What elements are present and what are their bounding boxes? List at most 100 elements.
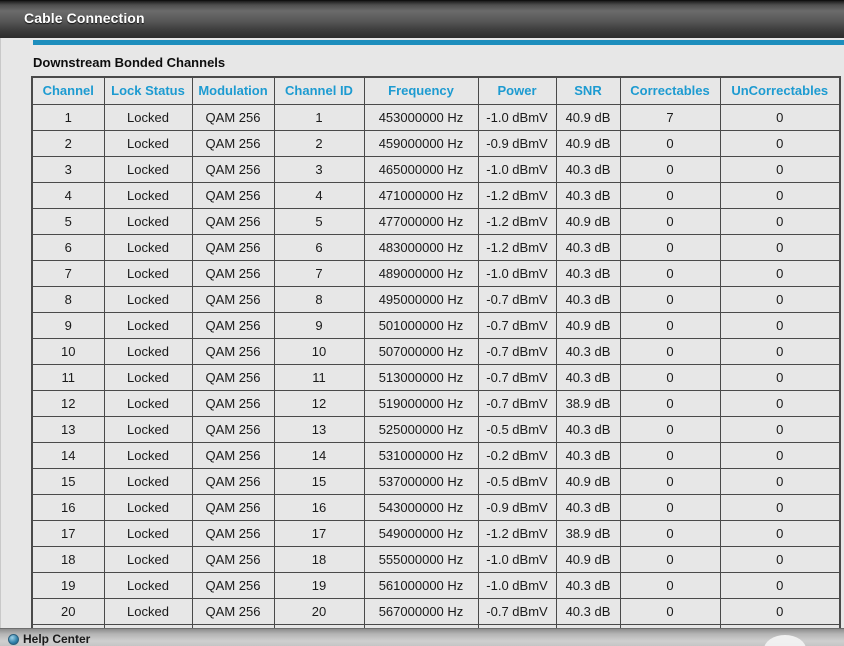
cell-uncorrectables: 0 <box>719 416 841 443</box>
cell-modulation: QAM 256 <box>191 182 275 209</box>
table-row: 11 Locked QAM 256 11 513000000 Hz -0.7 dBmV 40… <box>31 364 841 391</box>
cell-channel: 15 <box>31 468 105 495</box>
cell-frequency: 519000000 Hz <box>363 390 479 417</box>
cell-correctables: 0 <box>619 598 721 625</box>
table-header: Channel Lock Status Modulation Channel ID Fr… <box>31 76 841 105</box>
cell-lock-status: Locked <box>103 390 193 417</box>
table-row: 14 Locked QAM 256 14 531000000 Hz -0.2 dBmV 40… <box>31 442 841 469</box>
cell-correctables: 0 <box>619 260 721 287</box>
cell-channel-id: 9 <box>273 312 365 339</box>
cell-lock-status: Locked <box>103 442 193 469</box>
cell-power: -0.2 dBmV <box>477 442 557 469</box>
cell-modulation: QAM 256 <box>191 390 275 417</box>
cell-correctables: 0 <box>619 156 721 183</box>
window-title-bar: Cable Connection <box>0 0 844 38</box>
cell-channel: 4 <box>31 182 105 209</box>
table-row: 3 Locked QAM 256 3 465000000 Hz -1.0 dBmV 40.3… <box>31 156 841 183</box>
column-header-power: Power <box>477 76 557 105</box>
cell-power: -0.5 dBmV <box>477 468 557 495</box>
cell-power: -1.2 dBmV <box>477 234 557 261</box>
cell-channel-id: 10 <box>273 338 365 365</box>
cell-power: -0.7 dBmV <box>477 598 557 625</box>
cell-channel: 13 <box>31 416 105 443</box>
cell-correctables: 0 <box>619 208 721 235</box>
cell-modulation: QAM 256 <box>191 286 275 313</box>
cell-uncorrectables: 0 <box>719 104 841 131</box>
cell-correctables: 0 <box>619 520 721 547</box>
cell-modulation: QAM 256 <box>191 104 275 131</box>
cell-uncorrectables: 0 <box>719 208 841 235</box>
table-row: 4 Locked QAM 256 4 471000000 Hz -1.2 dBmV 40.3… <box>31 182 841 209</box>
cell-frequency: 471000000 Hz <box>363 182 479 209</box>
cell-frequency: 483000000 Hz <box>363 234 479 261</box>
cell-lock-status: Locked <box>103 416 193 443</box>
cell-correctables: 0 <box>619 364 721 391</box>
cell-channel-id: 17 <box>273 520 365 547</box>
cell-frequency: 489000000 Hz <box>363 260 479 287</box>
cell-uncorrectables: 0 <box>719 494 841 521</box>
cell-lock-status: Locked <box>103 572 193 599</box>
cell-modulation: QAM 256 <box>191 546 275 573</box>
cell-snr: 40.3 dB <box>555 364 621 391</box>
cell-channel: 20 <box>31 598 105 625</box>
cell-correctables: 0 <box>619 468 721 495</box>
cell-power: -0.9 dBmV <box>477 130 557 157</box>
cell-lock-status: Locked <box>103 260 193 287</box>
cell-frequency: 453000000 Hz <box>363 104 479 131</box>
table-row: 15 Locked QAM 256 15 537000000 Hz -0.5 dBmV 40… <box>31 468 841 495</box>
table-row: 12 Locked QAM 256 12 519000000 Hz -0.7 dBmV 38… <box>31 390 841 417</box>
cell-power: -1.2 dBmV <box>477 520 557 547</box>
cell-channel-id: 18 <box>273 546 365 573</box>
cell-modulation: QAM 256 <box>191 130 275 157</box>
section-heading-downstream-bonded-channels: Downstream Bonded Channels <box>33 55 226 70</box>
cell-correctables: 0 <box>619 338 721 365</box>
cell-modulation: QAM 256 <box>191 520 275 547</box>
cell-uncorrectables: 0 <box>719 572 841 599</box>
cell-power: -0.7 dBmV <box>477 338 557 365</box>
cell-channel: 3 <box>31 156 105 183</box>
cell-snr: 40.9 dB <box>555 468 621 495</box>
help-center-link[interactable]: Help Center <box>8 632 90 646</box>
cell-power: -1.0 dBmV <box>477 104 557 131</box>
cell-uncorrectables: 0 <box>719 442 841 469</box>
cell-lock-status: Locked <box>103 182 193 209</box>
cell-correctables: 0 <box>619 494 721 521</box>
cell-uncorrectables: 0 <box>719 130 841 157</box>
cell-correctables: 0 <box>619 130 721 157</box>
cell-modulation: QAM 256 <box>191 598 275 625</box>
cell-lock-status: Locked <box>103 364 193 391</box>
table-row: 19 Locked QAM 256 19 561000000 Hz -1.0 dBmV 40… <box>31 572 841 599</box>
cell-modulation: QAM 256 <box>191 156 275 183</box>
cell-channel: 9 <box>31 312 105 339</box>
cell-channel: 14 <box>31 442 105 469</box>
table-body: 1 Locked QAM 256 1 453000000 Hz -1.0 dBmV 40.9… <box>31 104 841 646</box>
cell-modulation: QAM 256 <box>191 468 275 495</box>
cell-power: -1.2 dBmV <box>477 182 557 209</box>
table-row: 16 Locked QAM 256 16 543000000 Hz -0.9 dBmV 40… <box>31 494 841 521</box>
cell-channel-id: 16 <box>273 494 365 521</box>
cell-snr: 40.9 dB <box>555 130 621 157</box>
column-header-snr: SNR <box>555 76 621 105</box>
cell-snr: 40.3 dB <box>555 598 621 625</box>
cell-lock-status: Locked <box>103 338 193 365</box>
cell-modulation: QAM 256 <box>191 312 275 339</box>
left-gutter <box>1 38 32 646</box>
cell-snr: 38.9 dB <box>555 520 621 547</box>
cell-snr: 40.3 dB <box>555 234 621 261</box>
help-center-label: Help Center <box>23 632 91 646</box>
cell-frequency: 513000000 Hz <box>363 364 479 391</box>
cell-lock-status: Locked <box>103 130 193 157</box>
table-header-row: Channel Lock Status Modulation Channel ID Fr… <box>31 76 841 105</box>
cell-modulation: QAM 256 <box>191 260 275 287</box>
cell-modulation: QAM 256 <box>191 338 275 365</box>
column-header-channel: Channel <box>31 76 105 105</box>
cell-power: -0.7 dBmV <box>477 312 557 339</box>
cell-correctables: 0 <box>619 546 721 573</box>
cell-snr: 38.9 dB <box>555 390 621 417</box>
cell-power: -0.9 dBmV <box>477 494 557 521</box>
cell-snr: 40.3 dB <box>555 442 621 469</box>
cell-lock-status: Locked <box>103 286 193 313</box>
cell-channel-id: 3 <box>273 156 365 183</box>
cell-snr: 40.3 dB <box>555 416 621 443</box>
column-header-modulation: Modulation <box>191 76 275 105</box>
